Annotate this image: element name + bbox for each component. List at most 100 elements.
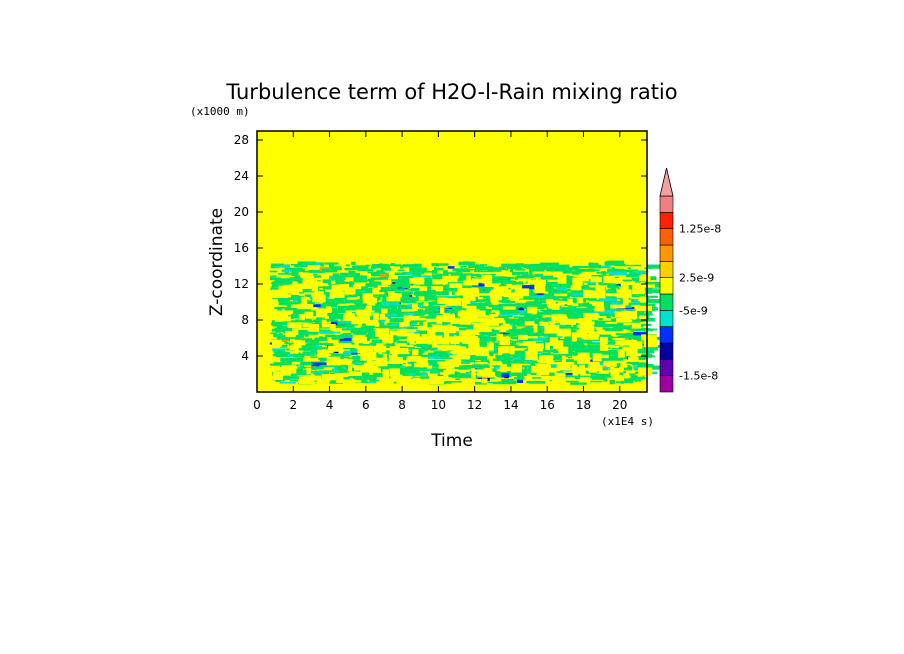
colorbar-segment xyxy=(659,228,674,246)
colorbar-segment xyxy=(659,261,674,278)
field-gap xyxy=(592,353,602,362)
field-cell xyxy=(372,308,390,311)
field-cell xyxy=(508,329,527,332)
field-cell xyxy=(430,332,445,336)
field-cell xyxy=(540,283,559,288)
field-cell xyxy=(547,349,557,353)
colorbar-extend-arrow xyxy=(659,167,674,197)
field-cell xyxy=(537,317,548,320)
field-cell xyxy=(395,292,410,296)
field-gap xyxy=(534,284,546,294)
field-cell xyxy=(421,310,425,315)
field-cell xyxy=(505,268,509,271)
field-cell xyxy=(487,268,502,272)
field-cell xyxy=(286,342,301,345)
field-cell xyxy=(282,329,291,333)
field-cell xyxy=(353,376,367,379)
field-cell xyxy=(355,289,374,292)
field-gap xyxy=(331,280,336,284)
field-cell xyxy=(533,320,540,324)
field-cell xyxy=(414,350,424,354)
field-cell xyxy=(626,361,639,365)
field-cell xyxy=(580,347,598,350)
field-gap xyxy=(325,289,332,293)
field-gap xyxy=(389,368,401,377)
field-cell xyxy=(507,315,513,317)
field-cell xyxy=(431,367,447,372)
field-cell xyxy=(579,365,596,368)
field-cell xyxy=(590,269,600,271)
field-gap xyxy=(324,316,329,319)
field-cell xyxy=(487,373,506,376)
field-cell xyxy=(387,336,406,340)
field-cell xyxy=(447,266,455,269)
field-gap xyxy=(428,331,436,337)
field-cell xyxy=(378,325,394,329)
field-cell xyxy=(276,335,289,340)
field-cell xyxy=(351,266,369,271)
field-cell xyxy=(286,304,295,307)
field-gap xyxy=(536,370,550,376)
field-gap xyxy=(610,369,620,377)
field-gap xyxy=(402,364,412,367)
field-cell xyxy=(474,270,493,273)
field-cell xyxy=(348,306,365,311)
field-cell xyxy=(510,268,514,273)
field-cell xyxy=(488,351,500,354)
field-gap xyxy=(616,317,632,323)
field-gap xyxy=(321,373,337,381)
field-cell xyxy=(384,324,396,327)
field-gap xyxy=(542,355,554,359)
field-cell xyxy=(468,264,485,269)
field-gap xyxy=(352,334,366,343)
field-cell xyxy=(344,376,358,379)
field-cell xyxy=(371,272,389,277)
field-gap xyxy=(584,334,599,340)
field-cell xyxy=(460,265,467,268)
field-gap xyxy=(419,286,428,291)
field-gap xyxy=(376,377,385,381)
field-cell xyxy=(399,325,413,329)
field-cell xyxy=(389,318,408,322)
field-cell xyxy=(487,344,505,347)
field-gap xyxy=(570,285,582,291)
field-cell xyxy=(339,297,345,300)
field-cell xyxy=(503,362,518,365)
field-gap xyxy=(379,313,386,320)
field-gap xyxy=(345,277,354,282)
field-cell xyxy=(532,275,543,277)
field-cell xyxy=(569,311,585,315)
field-cell xyxy=(382,351,389,354)
field-cell xyxy=(349,348,357,352)
field-cell xyxy=(369,342,377,347)
field-cell xyxy=(602,367,611,369)
field-cell xyxy=(605,327,624,332)
field-cell xyxy=(361,379,368,383)
field-cell xyxy=(503,300,516,303)
field-gap xyxy=(502,306,516,310)
field-cell xyxy=(531,291,544,295)
field-cell xyxy=(342,328,353,331)
field-gap xyxy=(620,363,628,368)
field-gap xyxy=(317,349,329,358)
field-gap xyxy=(527,279,543,285)
field-cell xyxy=(435,354,439,358)
field-gap xyxy=(292,328,299,335)
field-cell xyxy=(499,309,518,313)
field-gap xyxy=(342,381,355,384)
field-cell xyxy=(408,324,419,327)
field-cell xyxy=(276,363,282,366)
field-cell xyxy=(417,344,436,348)
field-cell xyxy=(422,310,434,313)
field-cell xyxy=(598,351,604,354)
field-cell xyxy=(574,268,580,273)
field-gap xyxy=(646,280,657,282)
field-cell xyxy=(591,274,604,277)
field-cell xyxy=(492,371,500,373)
field-gap xyxy=(450,341,460,345)
field-cell xyxy=(434,353,450,358)
field-gap xyxy=(438,366,455,369)
field-cell xyxy=(315,366,320,370)
field-gap xyxy=(452,346,467,355)
field-cell xyxy=(631,293,636,298)
